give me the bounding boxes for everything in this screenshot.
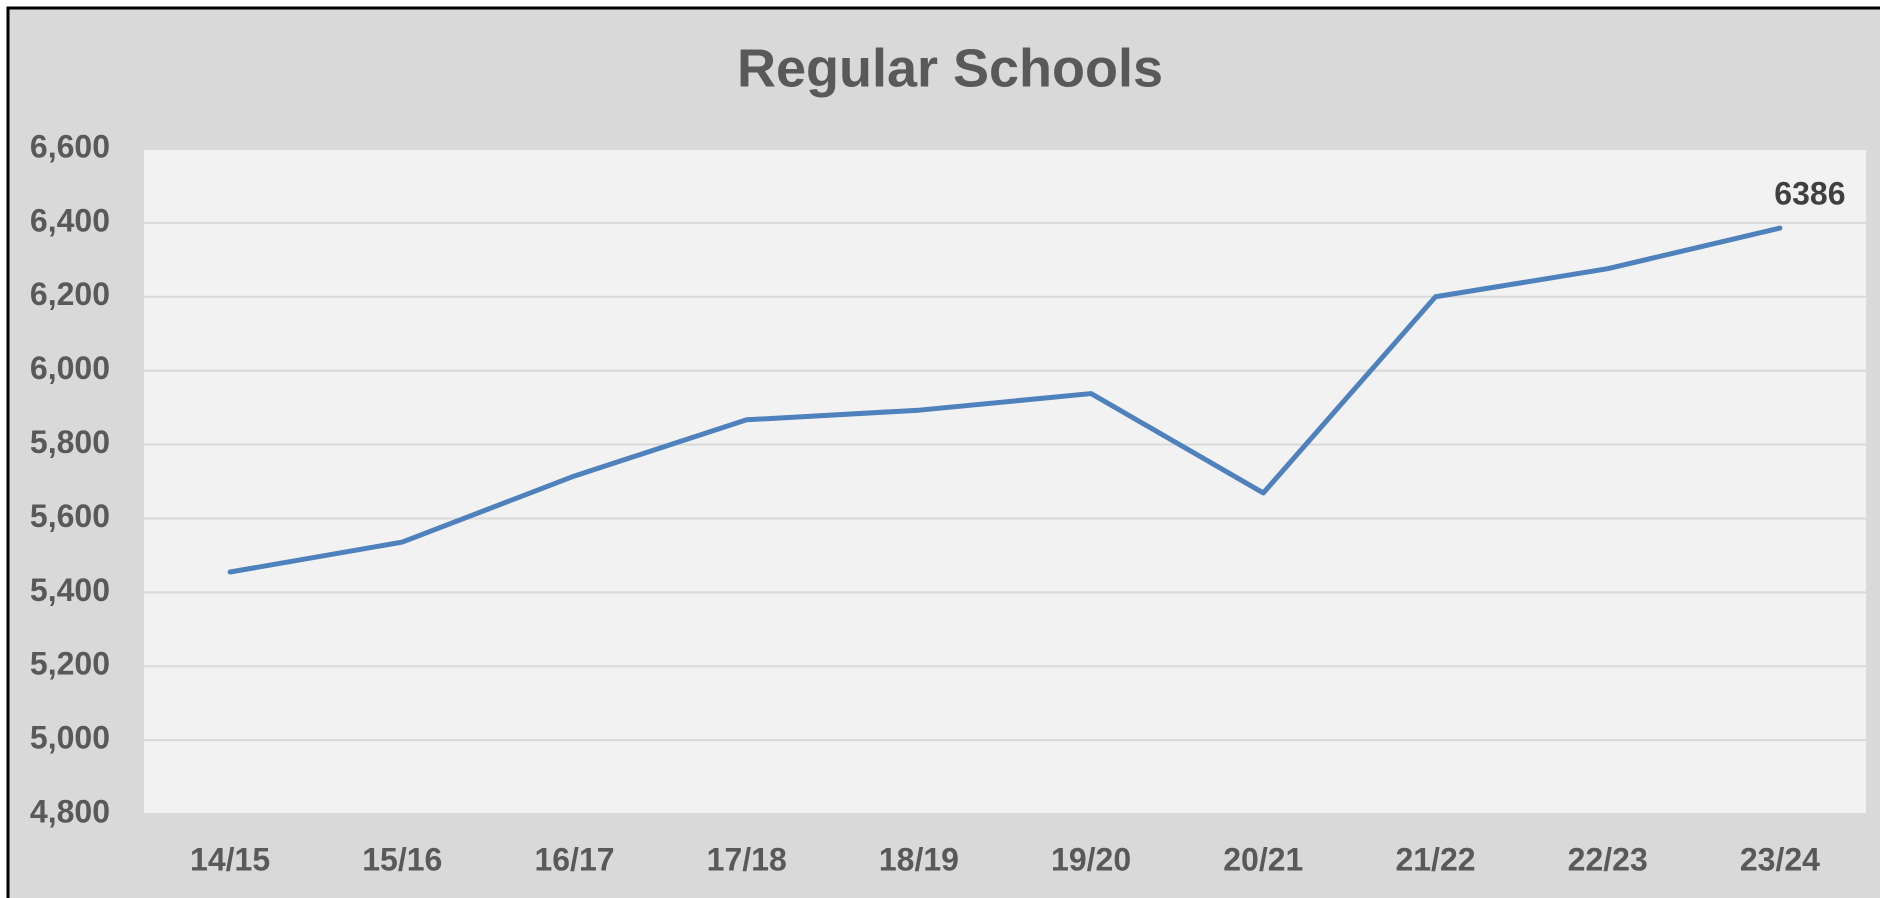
chart-title: Regular Schools [737, 38, 1163, 98]
x-tick-label: 16/17 [534, 841, 614, 877]
x-tick-label: 21/22 [1395, 841, 1475, 877]
y-tick-label: 6,600 [30, 128, 110, 164]
data-line [227, 225, 1783, 575]
x-tick-label: 23/24 [1740, 841, 1820, 877]
x-tick-label: 17/18 [707, 841, 787, 877]
data-label: 6386 [1774, 176, 1845, 212]
x-tick-label: 20/21 [1223, 841, 1303, 877]
y-tick-label: 5,800 [30, 424, 110, 460]
y-tick-label: 5,600 [30, 498, 110, 534]
y-tick-label: 6,000 [30, 350, 110, 386]
x-tick-label: 14/15 [190, 841, 270, 877]
y-tick-label: 5,200 [30, 646, 110, 682]
y-tick-label: 5,400 [30, 572, 110, 608]
y-tick-label: 5,000 [30, 720, 110, 756]
y-tick-label: 6,400 [30, 202, 110, 238]
x-tick-label: 19/20 [1051, 841, 1131, 877]
x-tick-label: 22/23 [1568, 841, 1648, 877]
plot-area [144, 149, 1866, 814]
x-tick-label: 15/16 [362, 841, 442, 877]
y-tick-label: 4,800 [30, 793, 110, 829]
x-tick-label: 18/19 [879, 841, 959, 877]
y-tick-label: 6,200 [30, 276, 110, 312]
